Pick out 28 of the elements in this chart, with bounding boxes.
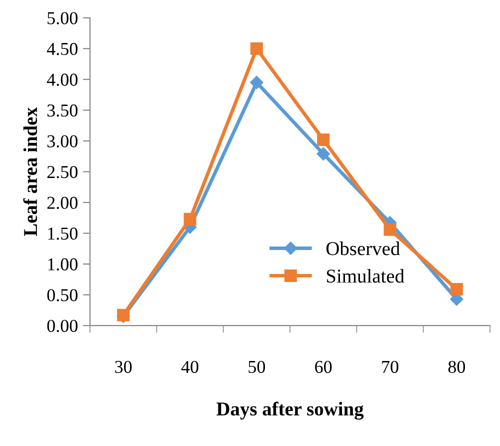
x-tick-label: 60	[315, 360, 332, 374]
y-tick-label: 0.50	[47, 289, 78, 302]
point	[384, 223, 396, 236]
y-tick-label: 5.00	[48, 12, 78, 24]
y-tick-label: 4.50	[46, 42, 78, 56]
y-tick-label: 3.50	[47, 104, 78, 117]
point	[250, 76, 264, 90]
x-tick-label: 40	[181, 360, 198, 374]
y-tick-label: 4.00	[46, 74, 78, 86]
point	[184, 212, 196, 226]
x-tick-label: 30	[115, 360, 132, 374]
point	[316, 147, 330, 160]
point	[250, 42, 263, 55]
x-tick-label: 80	[448, 360, 466, 374]
y-tick-label: 2.50	[47, 166, 78, 178]
point	[450, 283, 463, 296]
y-tick-label: 0.00	[47, 320, 78, 332]
y-tick-label: 1.00	[48, 258, 78, 271]
y-tick-label: 2.00	[47, 196, 78, 210]
legend-label: Observed	[326, 242, 400, 256]
x-tick-label: 50	[248, 360, 266, 374]
y-tick-label: 3.00	[47, 135, 78, 148]
y-tick-label: 1.50	[48, 228, 78, 240]
x-axis-title: Days after sowing	[216, 402, 364, 420]
point	[317, 133, 330, 146]
x-tick-label: 70	[382, 360, 398, 374]
y-axis-title: Leaf area index	[23, 107, 38, 236]
legend-label: Simulated	[326, 269, 404, 283]
